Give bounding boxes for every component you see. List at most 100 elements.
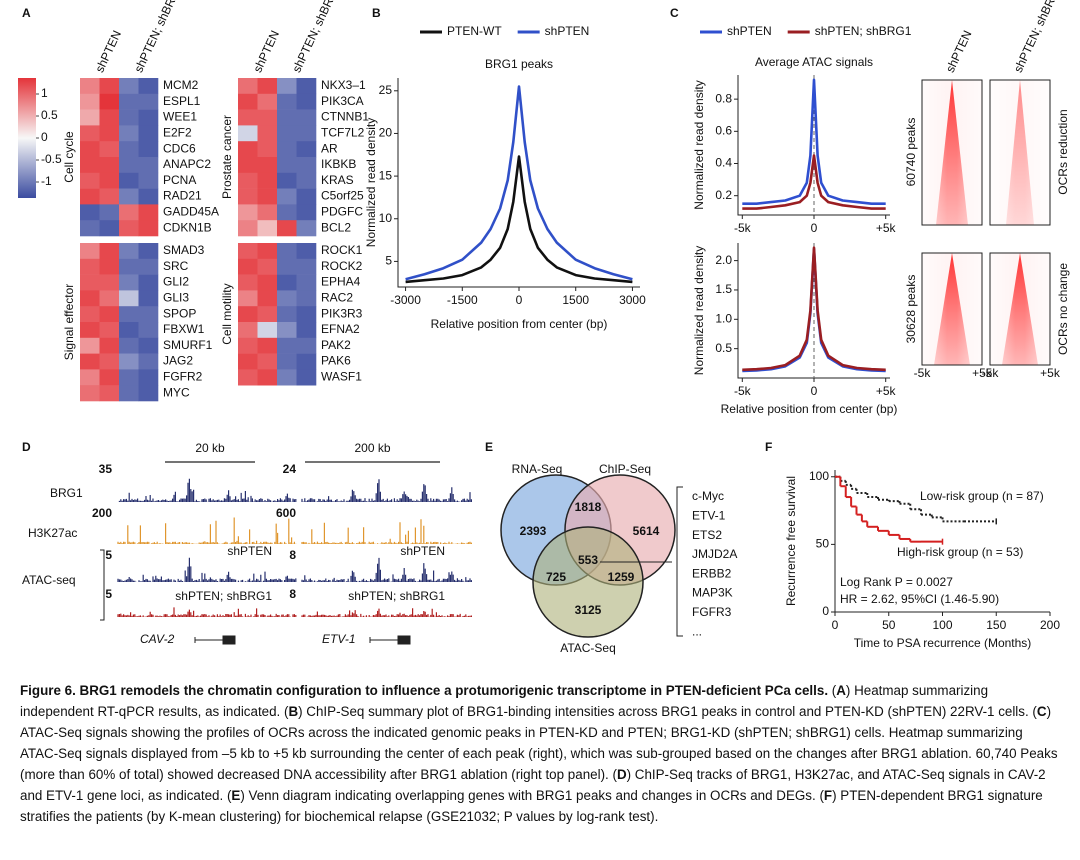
heatmap-cell xyxy=(238,172,258,189)
heatmap-cell xyxy=(296,243,317,260)
heatmap-cell xyxy=(238,109,258,126)
heatmap-cell xyxy=(80,353,100,370)
track-range: 200 xyxy=(92,506,112,520)
heatmap-cell xyxy=(296,290,317,307)
gene-label: EPHA4 xyxy=(321,275,361,289)
gene-label: JAG2 xyxy=(163,354,193,368)
track-signal xyxy=(117,607,297,617)
caption-text: ) Venn diagram indicating overlapping ge… xyxy=(240,788,824,803)
heatmap-cell xyxy=(277,125,297,142)
heatmap-x-label: +5k xyxy=(972,366,993,380)
heatmap-cell xyxy=(138,220,159,237)
group-label: Cell motility xyxy=(220,283,234,344)
gene-label: SRC xyxy=(163,259,189,273)
y-tick-label: 2.0 xyxy=(715,253,732,267)
heatmap-cell xyxy=(80,125,100,142)
set-label: RNA-Seq xyxy=(512,462,563,476)
heatmap-cell xyxy=(257,188,278,205)
gene-name: CAV-2 xyxy=(140,632,175,646)
heatmap-cell xyxy=(138,188,159,205)
region-count: 1259 xyxy=(608,570,635,584)
scale-label: 200 kb xyxy=(354,441,390,455)
x-tick-label: 150 xyxy=(986,618,1006,632)
track-range: 8 xyxy=(289,548,296,562)
gene-label: RAC2 xyxy=(321,290,353,304)
colorbar-tick-label: 0 xyxy=(41,130,48,144)
heatmap-cell xyxy=(99,93,120,110)
heatmap-cell xyxy=(257,172,278,189)
heatmap-cell xyxy=(238,369,258,386)
x-tick-label: 0 xyxy=(832,618,839,632)
series-line xyxy=(742,78,886,205)
heatmap-cell xyxy=(257,220,278,237)
y-axis-label: Normalized read density xyxy=(692,246,706,375)
heatmap-cell xyxy=(277,141,297,158)
legend-label: shPTEN xyxy=(545,24,590,38)
heatmap-cell xyxy=(119,337,139,354)
heatmap-cell xyxy=(257,243,278,260)
heatmap-cell xyxy=(119,125,139,142)
heatmap-cell xyxy=(80,243,100,260)
track-range: 8 xyxy=(289,587,296,601)
region-count: 5614 xyxy=(633,524,660,538)
heatmap-cell xyxy=(257,141,278,158)
heatmap-cell xyxy=(277,274,297,291)
heatmap-cell xyxy=(238,141,258,158)
heatmap-cell xyxy=(119,258,139,275)
heatmap-cell xyxy=(119,322,139,339)
heatmap-cell xyxy=(99,258,120,275)
y-axis-label: Normalized read density xyxy=(692,80,706,209)
heatmap-cell xyxy=(119,385,139,402)
gene-label: CDKN1B xyxy=(163,220,212,234)
heatmap-cell xyxy=(119,204,139,221)
colorbar-tick-label: -0.5 xyxy=(41,152,62,166)
x-tick-label: 3000 xyxy=(619,293,646,307)
heatmap-x-label: -5k xyxy=(914,366,932,380)
series-label: High-risk group (n = 53) xyxy=(897,545,1023,559)
gene-label: SMAD3 xyxy=(163,243,205,257)
gene-name: ETV-1 xyxy=(322,632,356,646)
heatmap-cell xyxy=(138,322,159,339)
group-label: Cell cycle xyxy=(62,131,76,183)
venn-diagram xyxy=(500,474,683,638)
gene-label: PIK3CA xyxy=(321,94,364,108)
heatmap-cell xyxy=(99,353,120,370)
column-label: shPTEN xyxy=(250,28,282,74)
gene-label: E2F2 xyxy=(163,125,192,139)
heatmap-cell xyxy=(138,243,159,260)
heatmap-cell xyxy=(296,78,317,95)
heatmap-cell xyxy=(238,258,258,275)
series-line xyxy=(405,155,633,284)
x-tick-label: -5k xyxy=(734,221,752,235)
x-axis-label: Relative position from center (bp) xyxy=(431,317,608,331)
colorbar xyxy=(18,78,36,198)
heatmap-cell xyxy=(138,125,159,142)
series-line xyxy=(742,154,886,210)
heatmap-cell xyxy=(80,109,100,126)
gene-list-item: JMJD2A xyxy=(692,547,737,561)
heatmap-cell xyxy=(277,243,297,260)
series-label: Low-risk group (n = 87) xyxy=(920,489,1044,503)
caption-text: ) ATAC-Seq signals showing the profiles … xyxy=(20,704,1058,782)
heatmap-cell xyxy=(80,337,100,354)
heatmap-cell xyxy=(80,258,100,275)
axis xyxy=(737,243,890,379)
heatmap-cell xyxy=(119,172,139,189)
heatmap-cell xyxy=(296,172,317,189)
heatmap-cell xyxy=(277,290,297,307)
track-name: H3K27ac xyxy=(28,526,77,540)
heatmap-cell xyxy=(277,258,297,275)
heatmap-cell xyxy=(277,157,297,174)
heatmap-cell xyxy=(138,306,159,323)
gene-label: SMURF1 xyxy=(163,338,213,352)
x-tick-label: -1500 xyxy=(447,293,478,307)
caption-text: D xyxy=(616,767,627,782)
group-label: Signal effector xyxy=(62,284,76,361)
heatmap-cell xyxy=(257,78,278,95)
track-signal xyxy=(301,479,472,502)
heatmap-cell xyxy=(277,204,297,221)
heatmap-cell xyxy=(80,385,100,402)
panel-label: F xyxy=(765,440,772,454)
track-signal xyxy=(118,478,297,502)
